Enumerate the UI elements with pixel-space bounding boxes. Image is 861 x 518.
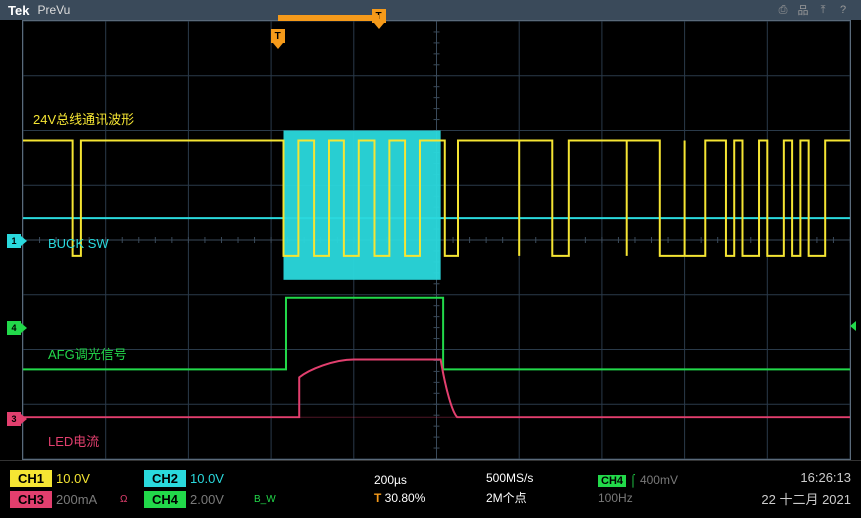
trig-ch-badge: CH4 [598,475,626,487]
waveform-display[interactable]: 24V总线通讯波形 BUCK SW AFG调光信号 LED电流 1 4 3 TT [22,20,851,460]
ch4-zero-marker: 4 [7,321,21,335]
record-length-value: 2M个点 [486,489,594,506]
ch2-label: BUCK SW [48,236,109,251]
ch1-readout[interactable]: CH1 10.0V [10,470,132,487]
timebase-group[interactable]: 200µs T 30.80% [374,463,482,514]
ch2-value: 10.0V [190,471,250,486]
ch4-value: 2.00V [190,492,250,507]
help-icon[interactable]: ? [833,4,853,16]
ch4-right-marker [850,321,856,331]
acquisition-group[interactable]: 500MS/s 2M个点 [486,463,594,514]
ch3-value: 200mA [56,492,116,507]
mode-label: PreVu [37,3,70,17]
ch2-badge: CH2 [144,470,186,487]
ch3-badge: CH3 [10,491,52,508]
rising-edge-icon: ⌠ [629,473,640,487]
readout-bar: CH1 10.0V CH2 10.0V CH3 200mA Ω CH4 2.00… [0,460,861,516]
sample-rate-value: 500MS/s [486,471,594,485]
ch2-zero-marker: 1 [7,234,21,248]
time-value: 16:26:13 [761,470,851,485]
datetime-group: 16:26:13 22 十二月 2021 [761,463,857,514]
network-icon: 品 [793,2,813,18]
trigger-t-icon: T [374,491,385,505]
ch1-label: 24V总线通讯波形 [33,109,134,128]
timebase-value: 200µs [374,473,482,487]
brand-label: Tek [8,3,29,18]
ch1-badge: CH1 [10,470,52,487]
ch4-label: AFG调光信号 [48,344,127,363]
ch3-label: LED电流 [48,431,99,450]
trigger-group[interactable]: CH4 ⌠ 400mV 100Hz [598,463,706,514]
trig-freq-value: 100Hz [598,491,706,505]
ch3-coupling: Ω [120,494,132,505]
date-value: 22 十二月 2021 [761,489,851,508]
save-icon: ⤒ [813,4,833,17]
ch3-zero-marker: 3 [7,412,21,426]
ch4-badge: CH4 [144,491,186,508]
ch1-value: 10.0V [56,471,116,486]
titlebar: Tek PreVu ⎙ 品 ⤒ ? [0,0,861,20]
ch4-readout[interactable]: CH4 2.00V B_W [144,491,266,508]
ch3-readout[interactable]: CH3 200mA Ω [10,491,132,508]
trigger-pos-value: 30.80% [385,491,426,505]
trig-level-value: 400mV [640,473,678,487]
usb-icon: ⎙ [773,4,793,17]
ch2-readout[interactable]: CH2 10.0V [144,470,266,487]
ch4-coupling: B_W [254,494,266,505]
waveform-svg [23,21,850,459]
